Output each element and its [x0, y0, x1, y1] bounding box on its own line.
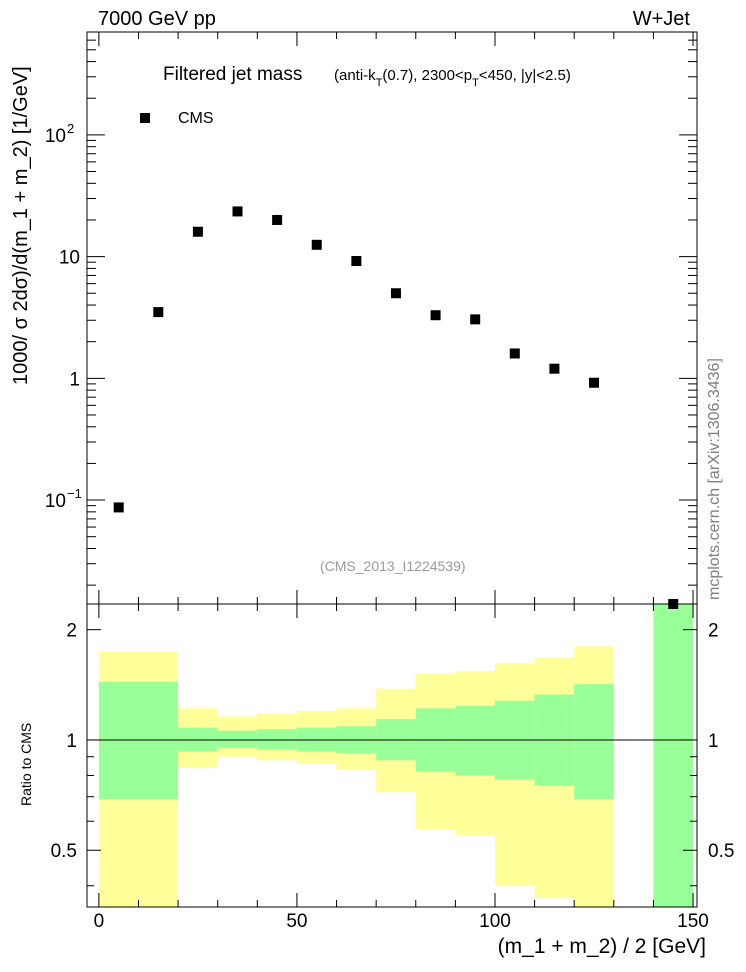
data-point-1	[153, 307, 164, 318]
ytick-label-ratio-left-2: 2	[66, 621, 77, 642]
xtick-label-50: 50	[286, 911, 307, 932]
data-point-7	[390, 288, 401, 299]
data-point-6	[351, 256, 362, 267]
tick-marks	[87, 31, 697, 907]
ytick-label-main-1: 1	[69, 369, 80, 390]
header-energy-label: 7000 GeV pp	[98, 8, 216, 30]
ytick-label-ratio-left-0.5: 0.5	[51, 841, 77, 862]
data-point-10	[509, 348, 520, 359]
data-point-5	[311, 239, 322, 250]
legend-label-cms: CMS	[178, 110, 214, 127]
xtick-label-150: 150	[677, 911, 709, 932]
data-point-4	[272, 214, 283, 225]
legend-marker-cms	[140, 113, 150, 123]
data-point-11	[549, 363, 560, 374]
ratio-band-inner-11	[574, 684, 614, 799]
plot-title-selection: (anti-kT(0.7), 2300<pT<450, |y|<2.5)	[334, 67, 571, 89]
ytick-label-ratio-left-1: 1	[66, 731, 77, 752]
data-point-8	[430, 310, 441, 321]
ytick-label-ratio-right-0.5: 0.5	[708, 841, 734, 862]
data-point-12	[589, 377, 600, 388]
x-axis-label: (m_1 + m_2) / 2 [GeV]	[497, 935, 706, 958]
ratio-plot-frame	[86, 603, 698, 908]
ratio-band-inner-2	[217, 730, 258, 749]
xtick-label-100: 100	[479, 911, 511, 932]
ytick-label-main-100: 10	[45, 126, 66, 147]
ytick-label-ratio-right-2: 2	[708, 621, 719, 642]
data-point-2	[192, 226, 203, 237]
ratio-band-inner-8	[455, 705, 495, 776]
axes-frame	[86, 31, 698, 908]
ratio-band-inner-12	[653, 604, 694, 907]
ytick-label-main-exp-100: 2	[67, 121, 74, 136]
ratio-band-inner-0	[98, 681, 179, 799]
data-point-3	[232, 206, 243, 217]
ytick-label-ratio-right-1: 1	[708, 731, 719, 752]
data-point-0	[113, 502, 124, 513]
header-process-label: W+Jet	[632, 8, 690, 30]
ytick-label-main-10: 10	[59, 248, 80, 269]
xtick-label-0: 0	[94, 911, 105, 932]
main-data-markers	[113, 206, 679, 609]
plot-title: Filtered jet mass	[163, 64, 302, 85]
ytick-label-main-0.1: 10	[45, 491, 66, 512]
data-point-9	[470, 314, 481, 325]
analysis-watermark: (CMS_2013_I1224539)	[320, 558, 466, 574]
ratio-bands	[87, 604, 697, 907]
ytick-label-main-exp-0.1: −1	[67, 486, 82, 501]
